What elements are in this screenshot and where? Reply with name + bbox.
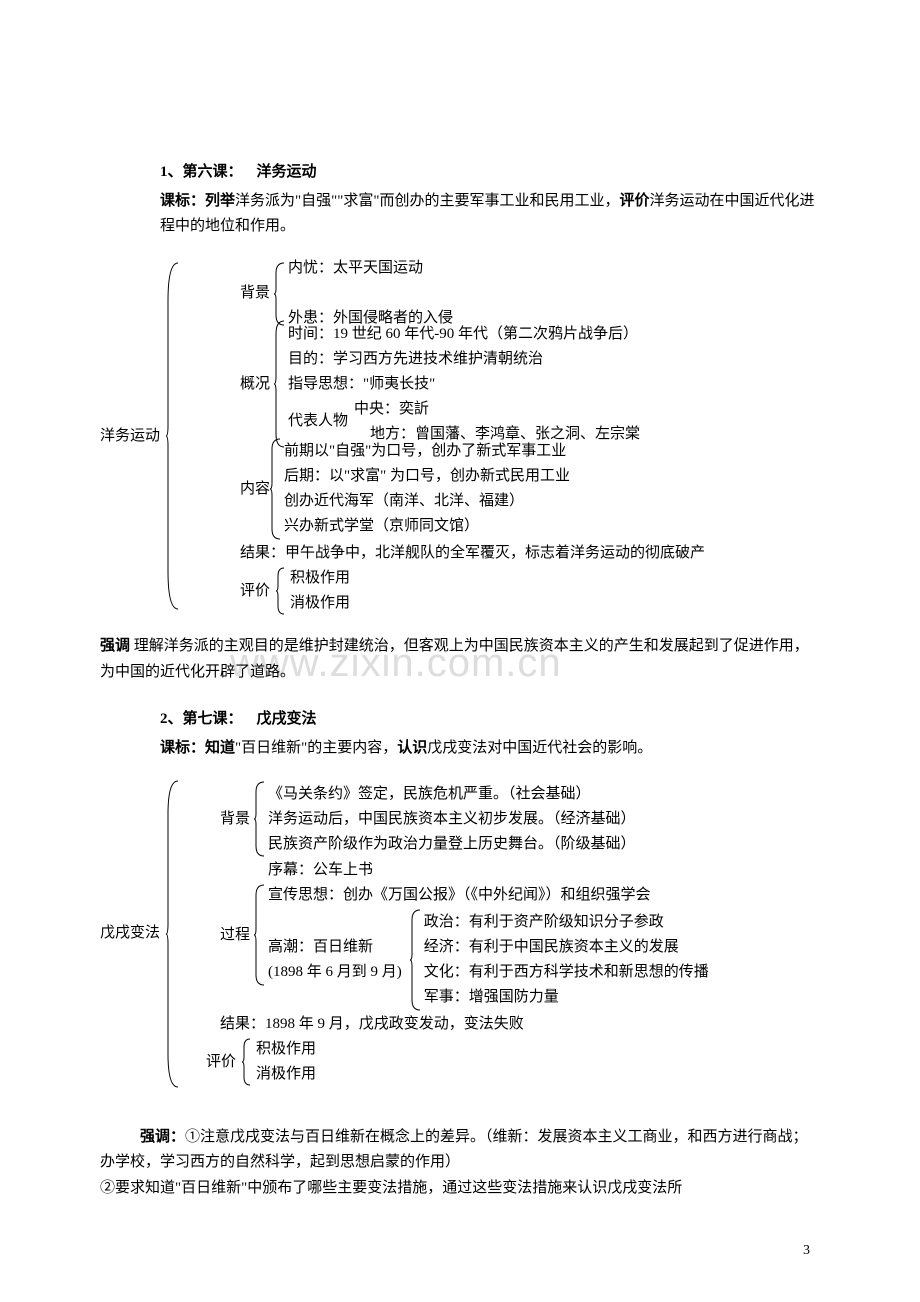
s2-jg: 结果：1898 年 9 月，戊戌政变发动，变法失败: [220, 1012, 524, 1037]
brace-icon: [254, 883, 268, 987]
s2-gc2: 宣传思想：创办《万国公报》（《中外纪闻》）和组织强学会: [268, 883, 651, 908]
section2-title: 2、第七课： 戊戌变法: [100, 707, 820, 732]
s1-name: 洋务运动: [257, 164, 317, 180]
s1-pj2: 消极作用: [290, 591, 350, 616]
tree1-root-label: 洋务运动: [100, 424, 166, 449]
tree1: 洋务运动 背景 内忧：太平天国运动 外患：外国侵略者的入侵: [100, 256, 820, 616]
s2-pj2: 消极作用: [256, 1062, 316, 1087]
s1-lesson: 第六课：: [183, 164, 243, 180]
s2-kb-mid: "百日维新"的主要内容，: [235, 740, 397, 756]
s2-bg1: 《马关条约》签定，民族危机严重。（社会基础）: [268, 782, 591, 807]
s1-pj-label: 评价: [240, 579, 276, 604]
s1-gk3: 指导思想："师夷长技": [288, 372, 435, 397]
s2-kb-k2: 认识: [397, 740, 427, 756]
s2-num: 2、: [160, 711, 183, 727]
s2-gc3a: 高潮：百日维新: [268, 935, 373, 960]
s1-nr2: 后期：以"求富" 为口号，创办新式民用工业: [284, 464, 570, 489]
s2-strong-1: ①注意戊戌变法与百日维新在概念上的差异。（维新：发展资本主义工商业，和西方进行商…: [100, 1129, 808, 1171]
tree2: 戊戌变法 背景 《马关条约》签定，民族危机严重。（社会基础） 洋务运动后，中国民…: [100, 779, 820, 1089]
s2-kb-end: 戊戌变法对中国近代社会的影响。: [427, 740, 652, 756]
s2-pj-label: 评价: [206, 1050, 242, 1075]
s2-bg-label: 背景: [180, 807, 254, 832]
s2-name: 戊戌变法: [257, 711, 317, 727]
s1-kb-k1: 列举: [205, 193, 235, 209]
s2-bg2: 洋务运动后，中国民族资本主义初步发展。（经济基础）: [268, 807, 636, 832]
brace-icon: [274, 261, 288, 327]
s2-kb-k1: 知道: [205, 740, 235, 756]
s1-kb-mid: 洋务派为"自强""求富"而创办的主要军事工业和民用工业，: [235, 193, 620, 209]
s1-kebiao: 课标：列举洋务派为"自强""求富"而创办的主要军事工业和民用工业，评价洋务运动在…: [100, 189, 820, 239]
brace-icon: [274, 319, 288, 449]
s1-nr1: 前期以"自强"为口号，创办了新式军事工业: [284, 439, 566, 464]
s1-gk-label: 概况: [180, 372, 274, 397]
s2-gc-label: 过程: [180, 923, 254, 948]
brace-icon: [166, 261, 180, 611]
brace-icon: [254, 780, 268, 858]
s2-gc3b: (1898 年 6 月到 9 月): [268, 960, 402, 985]
s2-bg3: 民族资产阶级作为政治力量登上历史舞台。（阶级基础）: [268, 832, 636, 857]
s1-kb-label: 课标：: [160, 193, 205, 209]
section1-title: 1、第六课： 洋务运动: [100, 160, 820, 185]
s2-lesson: 第七课：: [183, 711, 243, 727]
s1-strong-text: 理解洋务派的主观目的是维护封建统治，但客观上为中国民族资本主义的产生和发展起到了…: [100, 638, 809, 680]
page-number: 3: [803, 1239, 810, 1262]
s2-strong2: ②要求知道"百日维新"中颁布了哪些主要变法措施，通过这些变法措施来认识戊戌变法所: [100, 1176, 820, 1202]
s2-eff1: 政治：有利于资产阶级知识分子参政: [424, 910, 664, 935]
s2-strong-label: 强调：: [140, 1129, 185, 1145]
s2-eff3: 文化：有利于西方科学技术和新思想的传播: [424, 960, 709, 985]
s1-gk1: 时间：19 世纪 60 年代-90 年代（第二次鸦片战争后）: [288, 322, 638, 347]
s1-nr3: 创办近代海军（南洋、北洋、福建）: [284, 489, 524, 514]
s2-strong-2: ②要求知道"百日维新"中颁布了哪些主要变法措施，通过这些变法措施来认识戊戌变法所: [100, 1180, 682, 1196]
brace-icon: [166, 779, 180, 1089]
s1-jg: 结果：甲午战争中，北洋舰队的全军覆灭，标志着洋务运动的彻底破产: [240, 541, 705, 566]
s1-strong: 强调 理解洋务派的主观目的是维护封建统治，但客观上为中国民族资本主义的产生和发展…: [100, 634, 820, 685]
s2-pj1: 积极作用: [256, 1037, 316, 1062]
s1-strong-label: 强调: [100, 638, 130, 654]
s1-gk4a: 代表人物: [288, 409, 354, 434]
s1-pj1: 积极作用: [290, 566, 350, 591]
s2-eff4: 军事：增强国防力量: [424, 985, 559, 1010]
brace-icon: [410, 908, 424, 1012]
s1-nr-label: 内容: [180, 477, 270, 502]
s2-kb-label: 课标：: [160, 740, 205, 756]
s1-kb-k2: 评价: [620, 193, 650, 209]
s2-gc1: 序幕：公车上书: [268, 858, 373, 883]
s1-gk2: 目的：学习西方先进技术维护清朝统治: [288, 347, 543, 372]
brace-icon: [242, 1037, 256, 1087]
s2-eff2: 经济：有利于中国民族资本主义的发展: [424, 935, 679, 960]
brace-icon: [276, 566, 290, 616]
s1-bg1: 内忧：太平天国运动: [288, 256, 423, 281]
s1-bg-label: 背景: [180, 281, 274, 306]
s2-strong: 强调：①注意戊戌变法与百日维新在概念上的差异。（维新：发展资本主义工商业，和西方…: [100, 1125, 820, 1176]
s2-kebiao: 课标：知道"百日维新"的主要内容，认识戊戌变法对中国近代社会的影响。: [100, 736, 820, 761]
brace-icon: [270, 437, 284, 541]
s1-nr4: 兴办新式学堂（京师同文馆）: [284, 514, 479, 539]
s1-gk4b: 中央：奕訢: [354, 397, 429, 422]
s1-num: 1、: [160, 164, 183, 180]
tree2-root-label: 戊戌变法: [100, 921, 166, 946]
